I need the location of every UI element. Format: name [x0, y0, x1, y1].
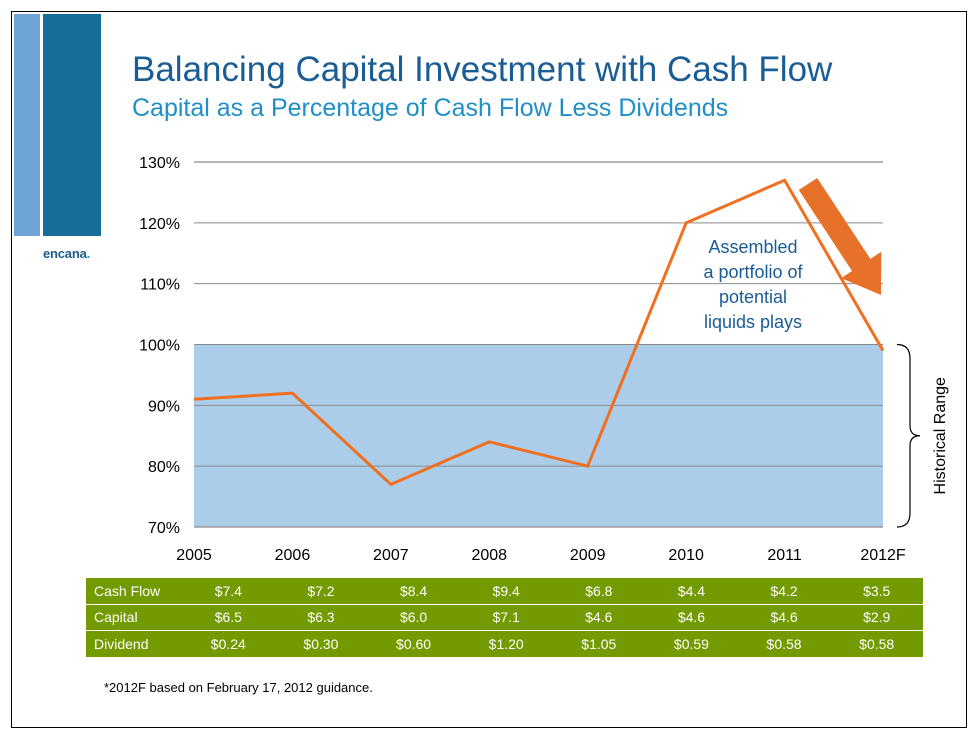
table-cell: $8.4: [367, 578, 460, 605]
historical-range-label: Historical Range: [932, 377, 949, 494]
table-cell: $1.20: [488, 635, 524, 652]
y-tick-label: 90%: [148, 398, 180, 415]
x-tick-label: 2009: [570, 547, 606, 564]
table-cell: $9.4: [459, 578, 553, 605]
decorative-stripe-dark: [43, 14, 101, 236]
y-tick-label: 80%: [148, 459, 180, 476]
table-cell: $4.6: [645, 604, 738, 631]
table-cell: $4.2: [737, 578, 831, 605]
table-cell: $6.3: [274, 604, 368, 631]
series-layer: [193, 178, 885, 487]
trend-down-arrow-icon: [798, 178, 882, 295]
table-cell: $1.05: [581, 635, 617, 652]
y-tick-label: 100%: [139, 338, 180, 355]
x-tick-label: 2006: [275, 547, 311, 564]
y-tick-label: 120%: [139, 216, 180, 233]
grid-layer: [194, 161, 883, 528]
x-tick-label: 2007: [373, 547, 409, 564]
x-tick-label: 2008: [471, 547, 507, 564]
table-cell: $0.59: [673, 635, 709, 652]
table-row: Capital $6.5 $6.3 $6.0 $7.1 $4.6 $4.6 $4.6 $2.9: [86, 604, 923, 631]
x-tick-label: 2012F: [860, 547, 906, 564]
table-cell: $4.6: [552, 604, 646, 631]
x-tick-labels: 2005 2006 2007 2008 2009 2010 2011 2012F: [176, 547, 906, 564]
logo-dot: .: [86, 246, 91, 261]
table-cell: $7.2: [274, 578, 368, 605]
row-label: Capital: [86, 604, 182, 631]
historical-range-band: [194, 344, 883, 527]
table-cell: $6.5: [182, 604, 275, 631]
table-cell: $3.5: [830, 578, 923, 605]
table-row: Cash Flow $7.4 $7.2 $8.4 $9.4 $6.8 $4.4 $4.2 $3.…: [86, 578, 923, 605]
historical-range-brace: Historical Range: [896, 343, 949, 528]
table-cell: $0.58: [766, 635, 802, 652]
table-cell: $7.4: [182, 578, 275, 605]
decorative-stripe-gap: [40, 14, 43, 236]
table-cell: $7.1: [459, 604, 553, 631]
slide-title: Balancing Capital Investment with Cash F…: [132, 50, 833, 89]
annotation-text-line: potential: [719, 287, 787, 307]
x-tick-label: 2010: [668, 547, 704, 564]
table-cell: $4.4: [645, 578, 738, 605]
footnote: *2012F based on February 17, 2012 guidan…: [104, 680, 373, 695]
table-cell: $6.0: [367, 604, 460, 631]
slide-subtitle: Capital as a Percentage of Cash Flow Les…: [132, 94, 729, 122]
y-tick-label: 70%: [148, 520, 180, 537]
logo-text: encana: [43, 246, 87, 261]
annotation-text-line: a portfolio of: [703, 262, 803, 282]
table-cell: $2.9: [830, 604, 923, 631]
table-row: Dividend $0.24 $0.30 $0.60 $1.20 $1.05 $0.59 $0…: [86, 631, 923, 657]
company-logo: encana.: [43, 246, 90, 261]
x-tick-label: 2005: [176, 547, 212, 564]
annotation-text-line: liquids plays: [704, 312, 802, 332]
table-cell: $0.24: [210, 635, 246, 652]
table-cell: $0.60: [396, 635, 432, 652]
y-tick-label: 110%: [140, 277, 180, 294]
decorative-stripe-light: [14, 14, 40, 236]
series-line: [193, 178, 885, 487]
table-cell: $6.8: [552, 578, 646, 605]
row-label: Cash Flow: [86, 578, 182, 605]
financial-data-table: Cash Flow $7.4 $7.2 $8.4 $9.4 $6.8 $4.4 $4.2 $3.…: [86, 578, 923, 657]
y-tick-label: 130%: [139, 155, 180, 172]
y-tick-labels: 70% 80% 90% 100% 110% 120% 130%: [139, 155, 180, 537]
table-cell: $0.30: [303, 635, 339, 652]
annotation-layer: Assembled a portfolio of potential liquids …: [703, 178, 882, 332]
x-tick-label: 2011: [767, 547, 802, 564]
band-layer: [194, 344, 883, 527]
brace-icon: [896, 343, 921, 528]
row-label: Dividend: [94, 635, 149, 652]
table-cell: $4.6: [737, 604, 831, 631]
annotation-text-line: Assembled: [708, 237, 797, 257]
table-cell: $0.58: [859, 635, 895, 652]
